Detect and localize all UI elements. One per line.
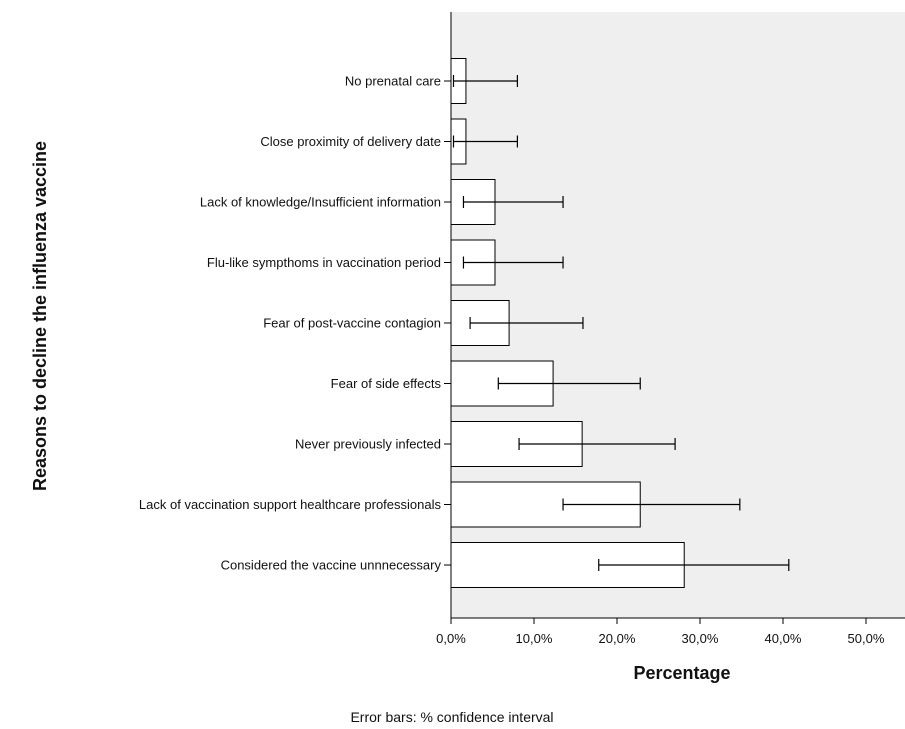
y-category-labels: No prenatal care Close proximity of deliv…	[139, 74, 451, 573]
x-tick-labels: 0,0% 10,0% 20,0% 30,0% 40,0% 50,0%	[436, 618, 885, 646]
category-label: Never previously infected	[295, 437, 441, 452]
error-bars-group	[452, 75, 790, 571]
x-tick-label: 20,0%	[599, 631, 636, 646]
y-axis-title: Reasons to decline the influenza vaccine	[30, 141, 50, 491]
category-label: Lack of knowledge/Insufficient informati…	[200, 195, 441, 210]
category-label: Fear of side effects	[331, 376, 442, 391]
category-label: Flu-like sympthoms in vaccination period	[207, 255, 441, 270]
category-label: Fear of post-vaccine contagion	[263, 316, 441, 331]
x-tick-label: 40,0%	[765, 631, 802, 646]
x-tick-label: 0,0%	[436, 631, 466, 646]
x-tick-label: 10,0%	[516, 631, 553, 646]
error-bars-footnote: Error bars: % confidence interval	[350, 709, 553, 725]
category-label: Considered the vaccine unnnecessary	[221, 558, 442, 573]
category-label: No prenatal care	[345, 74, 441, 89]
category-label: Close proximity of delivery date	[260, 134, 441, 149]
x-tick-label: 30,0%	[682, 631, 719, 646]
x-tick-label: 50,0%	[848, 631, 885, 646]
x-axis-title: Percentage	[633, 663, 730, 683]
category-label: Lack of vaccination support healthcare p…	[139, 497, 442, 512]
